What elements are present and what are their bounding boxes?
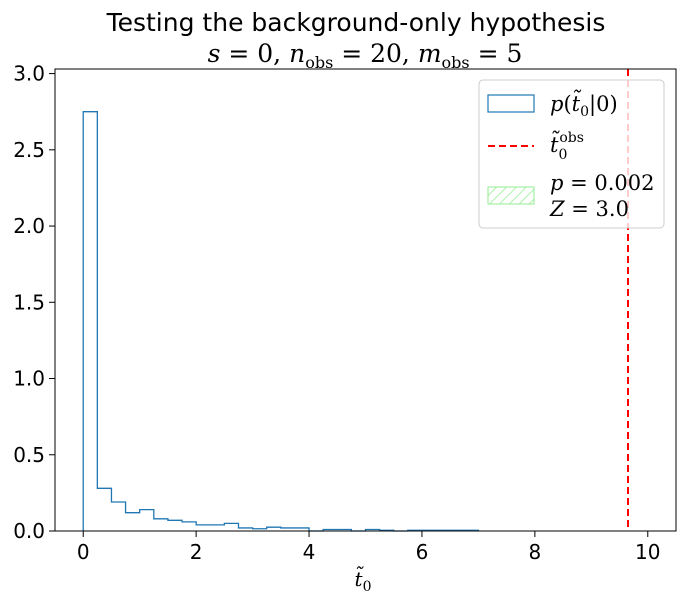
x-tick-label: 0 [77,540,90,564]
histogram-bin [97,488,111,531]
y-tick-label: 3.0 [13,62,45,86]
histogram-bin [126,513,140,531]
histogram-outline [82,111,480,532]
legend-swatch-pvalue [487,186,535,205]
histogram-bin [168,520,182,531]
plot-frame [54,68,677,532]
histogram-bin [140,510,154,531]
legend: p(t̃0|0) t̃0obs p = 0.002 Z = 3.0 [478,79,665,229]
histogram-bin [224,523,238,531]
histogram-bin [267,527,281,531]
y-tick-label: 1.5 [13,290,45,314]
legend-swatch-histogram [487,94,535,113]
legend-label-z: Z = 3.0 [549,197,629,221]
y-tick-label: 2.0 [13,214,45,238]
legend-label-p: p = 0.002 [550,171,655,195]
y-tick-label: 0.5 [13,443,45,467]
chart-subtitle: s = 0, nobs = 20, mobs = 5 [208,39,523,72]
x-tick-label: 10 [635,540,660,564]
histogram-bin [196,525,210,531]
histogram-bin [111,502,125,531]
x-tick-label: 6 [416,540,429,564]
x-axis-label: t̃0 [355,565,372,595]
y-tick-label: 1.0 [13,367,45,391]
x-tick-label: 4 [303,540,316,564]
legend-label-histogram: p(t̃0|0) [550,89,618,120]
histogram-bin [210,525,224,531]
legend-label-observed: t̃0obs [550,130,584,163]
x-tick-label: 2 [190,540,203,564]
x-tick-label: 8 [528,540,541,564]
y-axis: 0.0 0.5 1.0 1.5 2.0 2.5 3.0 [13,62,55,543]
y-tick-label: 2.5 [13,138,45,162]
histogram-bin [182,522,196,531]
histogram-bin [154,519,168,531]
chart-title: Testing the background-only hypothesis [106,8,606,37]
histogram-layer [82,111,480,532]
x-axis: 0 2 4 6 8 10 [77,531,660,564]
y-tick-label: 0.0 [13,519,45,543]
histogram-bin [83,112,97,531]
